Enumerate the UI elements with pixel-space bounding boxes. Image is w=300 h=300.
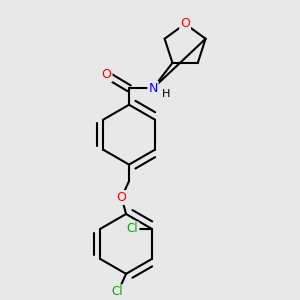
Text: Cl: Cl [111, 285, 123, 298]
Text: N: N [148, 82, 158, 95]
Text: H: H [162, 89, 171, 99]
Text: O: O [102, 68, 112, 81]
Text: Cl: Cl [127, 222, 138, 236]
Text: O: O [117, 191, 127, 204]
Text: O: O [180, 17, 190, 30]
